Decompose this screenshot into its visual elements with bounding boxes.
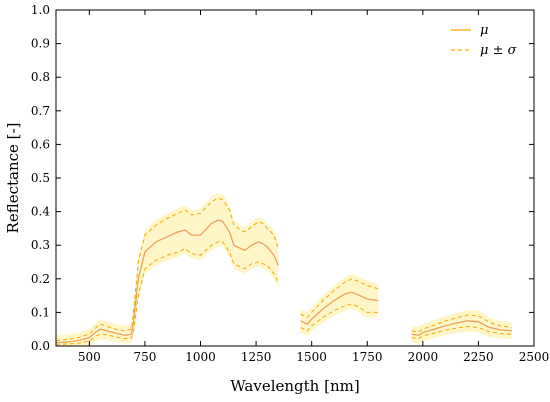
- std-band-2: [300, 273, 379, 336]
- std-band-1: [56, 193, 279, 346]
- series-lines: [55, 197, 512, 345]
- upper-std-line-2: [300, 278, 379, 319]
- y-tick-label: 0.9: [31, 37, 50, 51]
- y-tick-label: 0.2: [31, 272, 50, 286]
- y-tick-label: 1.0: [31, 3, 50, 17]
- y-tick-label: 0.4: [31, 205, 50, 219]
- x-tick-label: 1000: [185, 350, 216, 364]
- legend-label-2: μ ± σ: [480, 43, 518, 58]
- x-axis-ticks: 500 750 1000 1250 1500 1750 2000 2250 2500: [78, 10, 549, 364]
- y-tick-label: 0.3: [31, 238, 50, 252]
- x-tick-label: 1750: [352, 350, 383, 364]
- x-axis-title: Wavelength [nm]: [230, 377, 359, 395]
- x-tick-label: 750: [133, 350, 156, 364]
- legend: μ μ ± σ: [451, 23, 518, 58]
- x-tick-label: 500: [78, 350, 101, 364]
- upper-std-line-1: [55, 197, 279, 342]
- legend-label-1: μ: [480, 23, 488, 38]
- std-bands: [56, 193, 512, 346]
- plot-frame: [55, 9, 535, 347]
- x-tick-label: 2000: [408, 350, 439, 364]
- lower-std-line-2: [300, 303, 379, 332]
- y-tick-label: 0.8: [31, 70, 50, 84]
- upper-std-line-3: [411, 314, 512, 333]
- mean-line-3: [411, 320, 512, 336]
- mean-line-2: [300, 291, 379, 325]
- y-tick-label: 0.0: [31, 339, 50, 353]
- x-tick-label: 2250: [463, 350, 494, 364]
- mean-line-1: [55, 219, 279, 344]
- x-tick-label: 1250: [241, 350, 272, 364]
- y-axis-ticks: 0.0 0.1 0.2 0.3 0.4 0.5 0.6 0.7 0.8 0.9 1.0: [31, 3, 534, 353]
- x-tick-label: 1500: [296, 350, 327, 364]
- y-axis-title: Reflectance [-]: [4, 123, 22, 234]
- y-tick-label: 0.1: [31, 305, 50, 319]
- lower-std-line-3: [411, 326, 512, 340]
- lower-std-line-1: [55, 241, 279, 345]
- x-tick-label: 2500: [519, 350, 550, 364]
- y-tick-label: 0.7: [31, 104, 50, 118]
- y-tick-label: 0.5: [31, 171, 50, 185]
- y-tick-label: 0.6: [31, 137, 50, 151]
